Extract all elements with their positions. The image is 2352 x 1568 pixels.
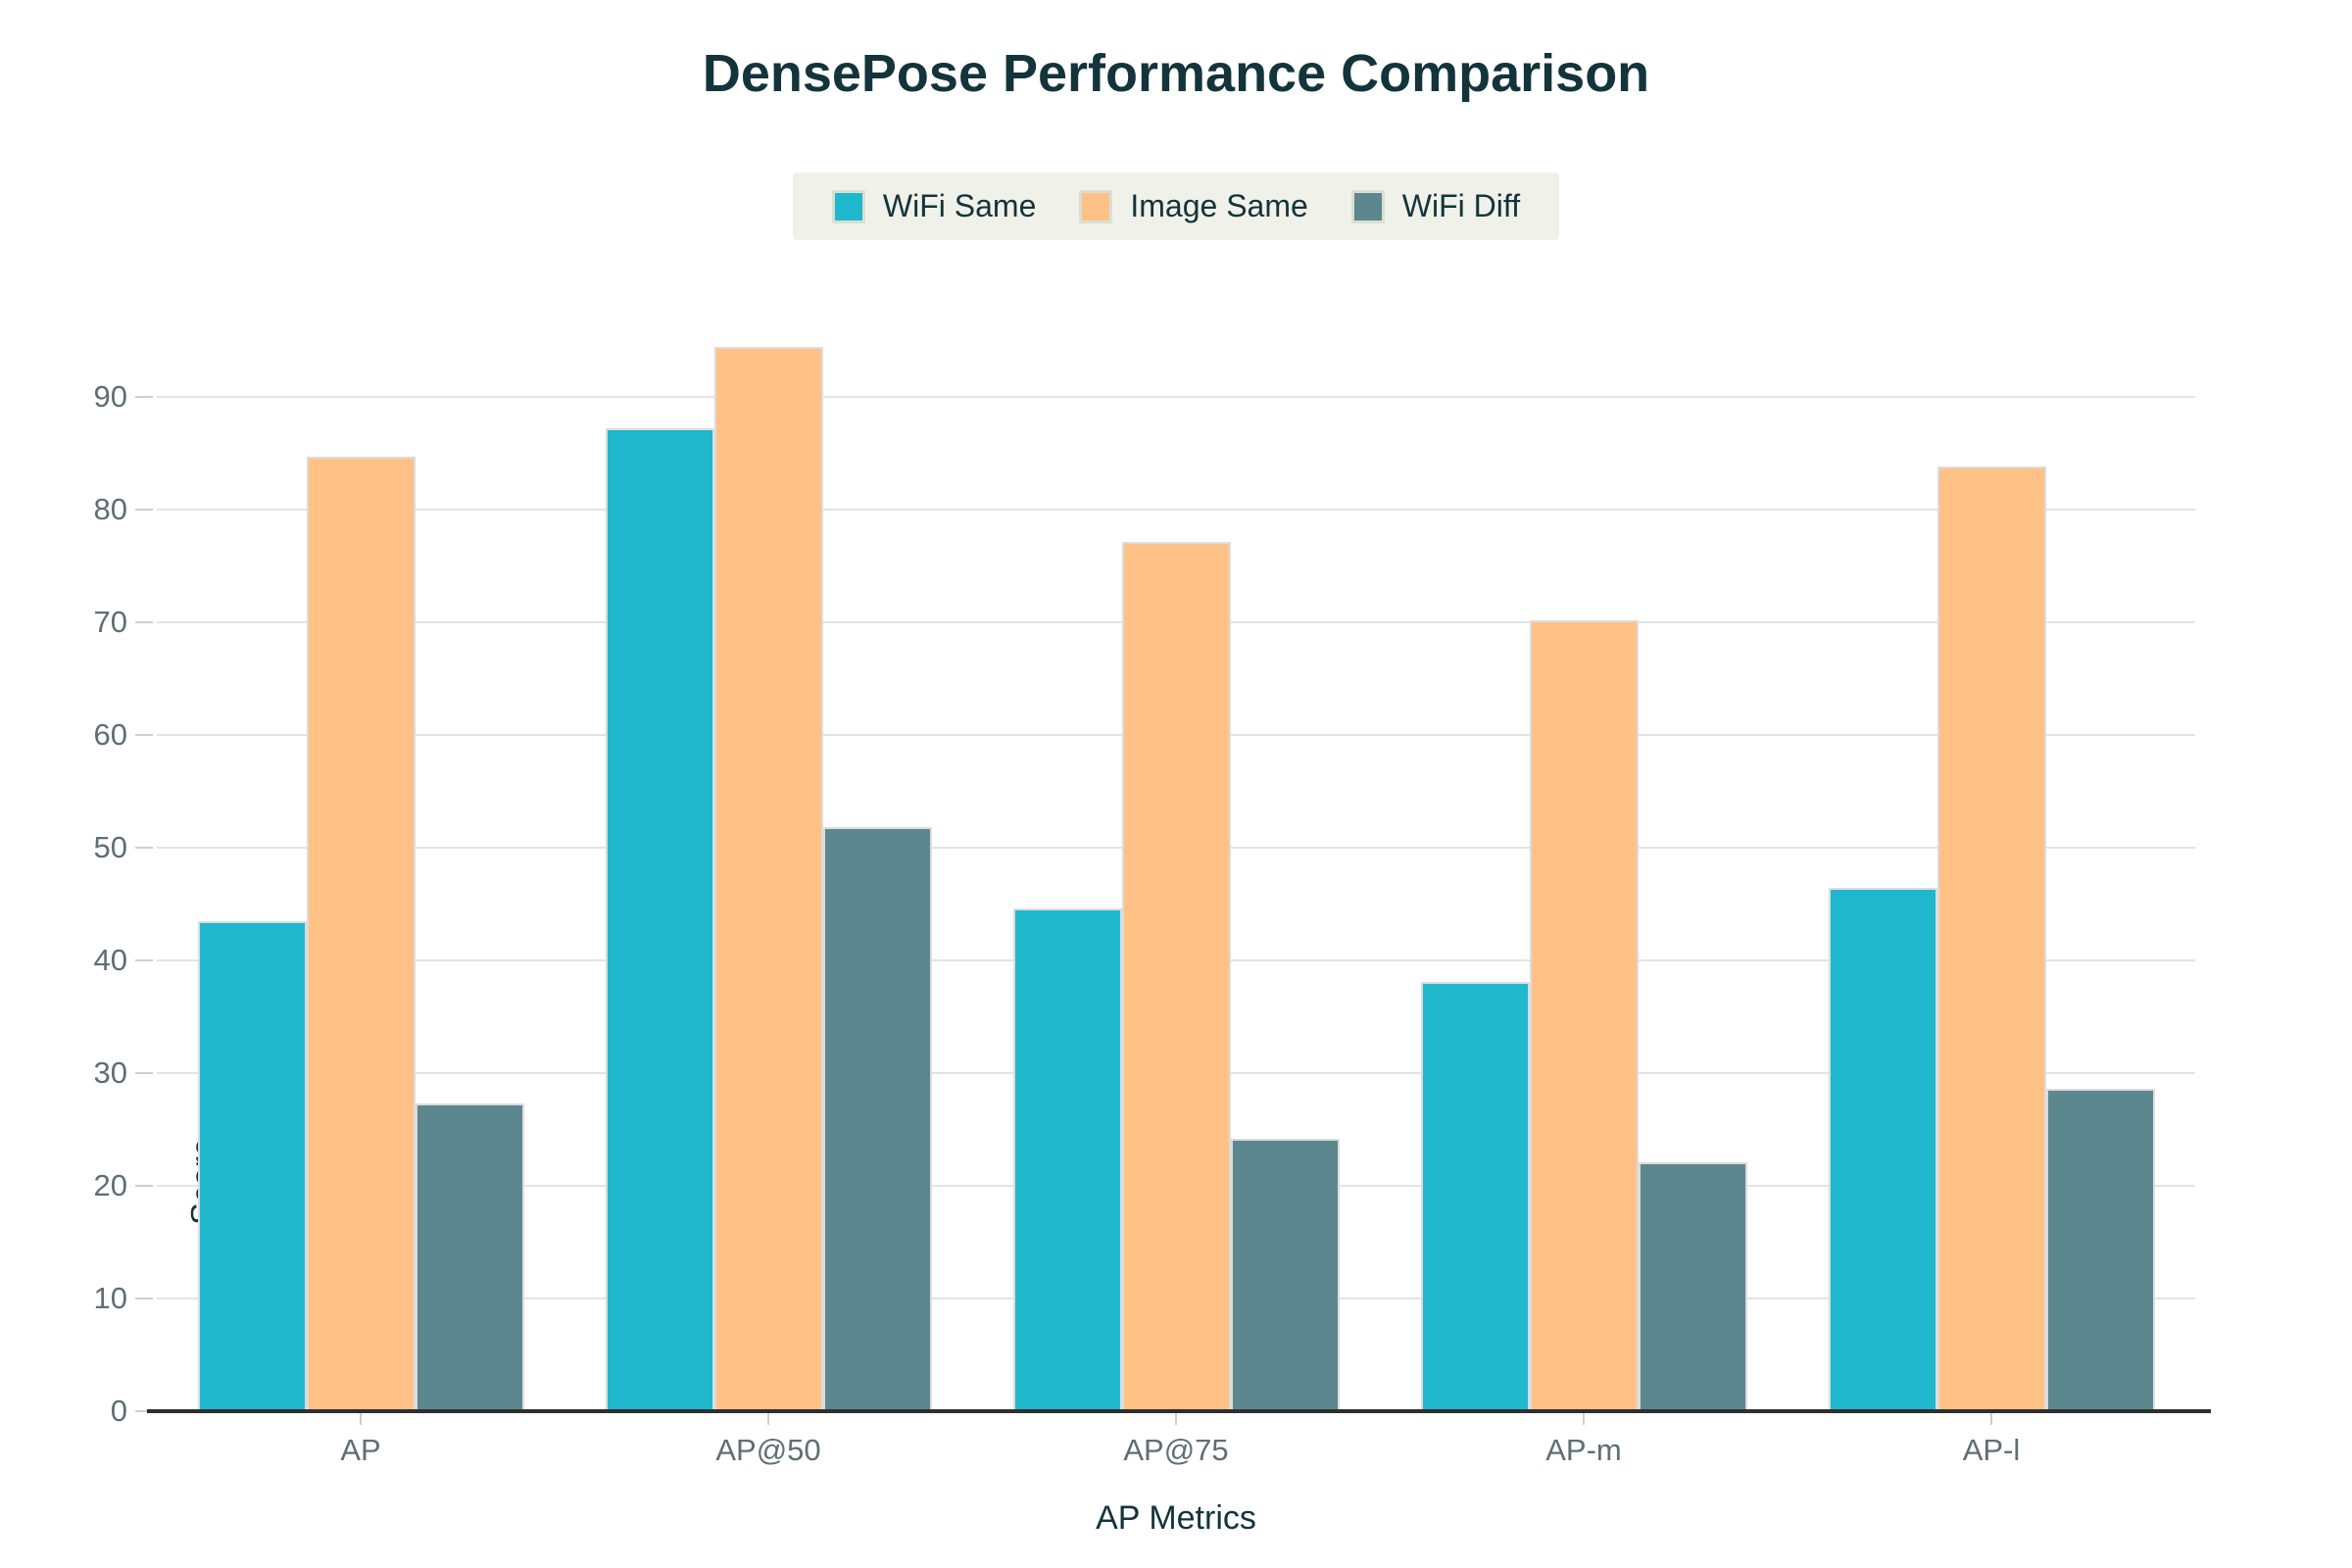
y-tick-label: 60	[93, 717, 127, 752]
y-tick-label: 40	[93, 943, 127, 977]
y-tick-mark	[135, 621, 153, 623]
y-tick-label: 20	[93, 1168, 127, 1202]
y-tick-label: 10	[93, 1281, 127, 1315]
legend-swatch	[831, 189, 865, 223]
legend-container: WiFi Same Image Same WiFi Diff	[157, 172, 2195, 240]
y-tick-label: 0	[110, 1394, 127, 1428]
x-tick-label: AP-m	[1545, 1433, 1622, 1467]
bar-wifi-diff	[415, 1103, 524, 1411]
y-tick-label: 50	[93, 830, 127, 864]
legend-item: WiFi Same	[831, 188, 1037, 224]
y-gridline	[157, 396, 2195, 398]
y-tick-mark	[135, 1298, 153, 1299]
bar-wifi-same	[197, 920, 307, 1411]
bar-wifi-diff	[2045, 1089, 2155, 1411]
legend-item: Image Same	[1079, 188, 1308, 224]
y-tick-mark	[135, 847, 153, 849]
bar-wifi-diff	[822, 827, 932, 1411]
x-tick-mark	[1990, 1411, 1992, 1425]
y-tick-mark	[135, 1410, 153, 1412]
bar-wifi-same	[1012, 908, 1122, 1411]
bar-wifi-diff	[1638, 1161, 1747, 1411]
y-tick-mark	[135, 1185, 153, 1187]
bar-image-same	[1936, 466, 2046, 1411]
bar-image-same	[306, 456, 416, 1411]
y-tick-label: 30	[93, 1055, 127, 1090]
bar-image-same	[1529, 619, 1639, 1411]
legend-item: WiFi Diff	[1350, 188, 1521, 224]
x-tick-mark	[360, 1411, 362, 1425]
x-tick-label: AP	[340, 1433, 381, 1467]
x-axis-title: AP Metrics	[1096, 1499, 1256, 1537]
y-tick-mark	[135, 1072, 153, 1074]
x-tick-label: AP@50	[715, 1433, 821, 1467]
y-tick-mark	[135, 734, 153, 736]
y-tick-mark	[135, 509, 153, 511]
legend-label: WiFi Diff	[1401, 188, 1521, 223]
legend: WiFi Same Image Same WiFi Diff	[792, 172, 1560, 240]
y-tick-mark	[135, 959, 153, 961]
x-tick-label: AP@75	[1123, 1433, 1229, 1467]
y-gridline	[157, 509, 2195, 511]
y-tick-label: 70	[93, 605, 127, 639]
bar-wifi-diff	[1230, 1138, 1340, 1411]
bar-image-same	[713, 347, 823, 1411]
bar-wifi-same	[1420, 981, 1530, 1411]
x-tick-mark	[1583, 1411, 1585, 1425]
chart-title: DensePose Performance Comparison	[702, 44, 1650, 103]
legend-label: Image Same	[1130, 188, 1308, 223]
y-tick-label: 80	[93, 492, 127, 526]
x-tick-mark	[1175, 1411, 1177, 1425]
x-axis-line	[147, 1409, 2211, 1413]
legend-swatch	[1079, 189, 1113, 223]
legend-swatch	[1350, 189, 1385, 223]
x-tick-mark	[767, 1411, 769, 1425]
plot-area: Score 0102030405060708090APAP@50AP@75AP-…	[94, 329, 2211, 1467]
bar-wifi-same	[605, 428, 714, 1411]
y-tick-label: 90	[93, 379, 127, 414]
legend-label: WiFi Same	[882, 188, 1037, 223]
x-tick-label: AP-l	[1962, 1433, 2021, 1467]
y-tick-mark	[135, 396, 153, 398]
bar-image-same	[1121, 542, 1231, 1411]
bar-wifi-same	[1828, 888, 1937, 1411]
